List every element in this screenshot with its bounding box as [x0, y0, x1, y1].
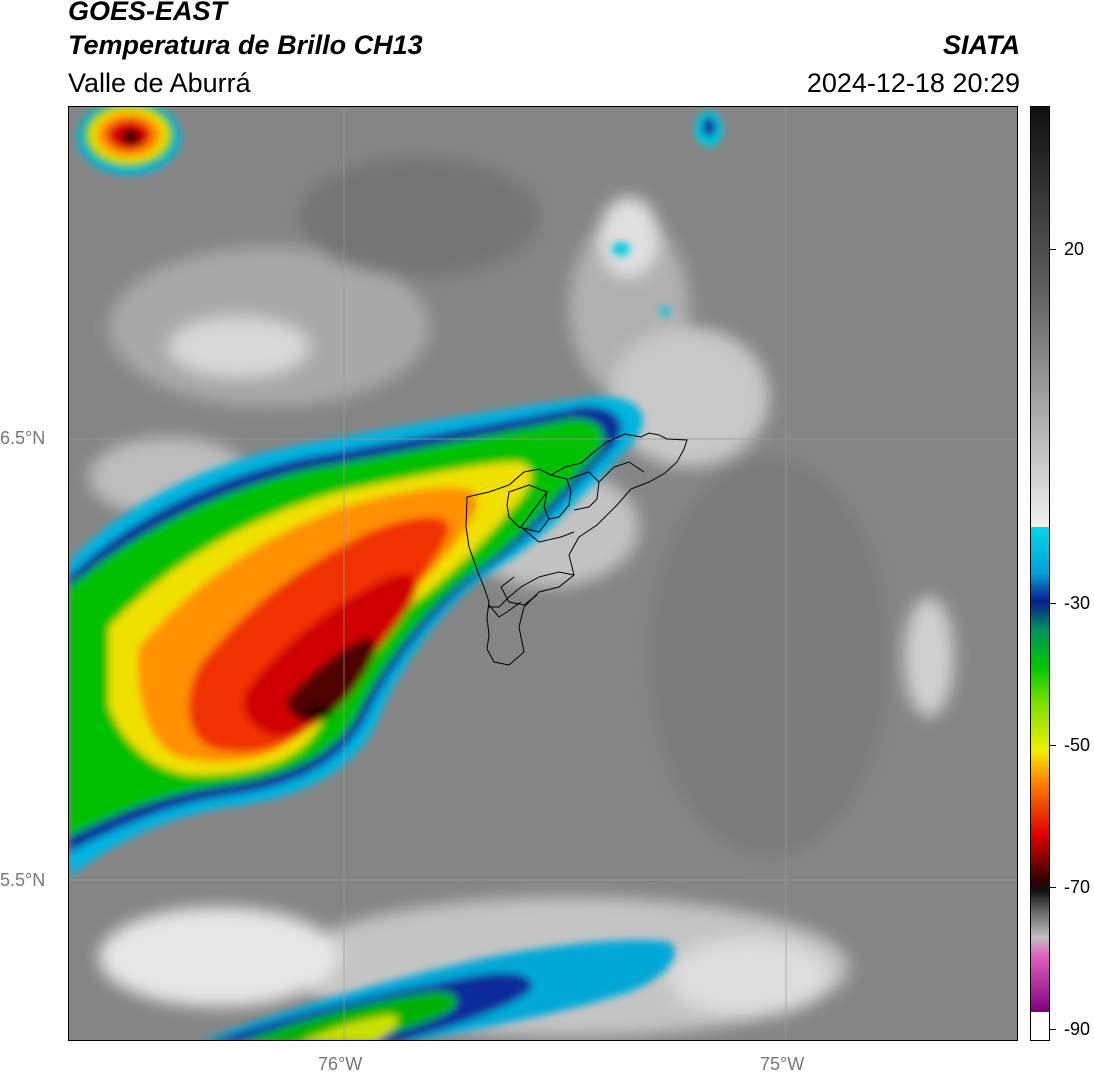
colorbar-tick — [1050, 1029, 1056, 1030]
graticule — [69, 107, 1017, 1040]
storm-top-left — [77, 107, 181, 175]
lat-label-6-5: 6.5°N — [0, 428, 46, 448]
lon-label-76w: 76°W — [318, 1054, 363, 1074]
storm-main — [69, 396, 644, 877]
lon-label-75w: 75°W — [760, 1054, 805, 1074]
map-canvas — [69, 107, 1017, 1040]
colorbar — [1030, 106, 1050, 1041]
product-title: Temperatura de Brillo CH13 — [68, 30, 423, 60]
colorbar-label-minus30: -30 — [1064, 593, 1091, 613]
lat-label-5-5: 5.5°N — [0, 870, 46, 890]
datetime-label: 2024-12-18 20:29 — [806, 68, 1020, 98]
colorbar-label-minus90: -90 — [1064, 1019, 1091, 1039]
colorbar-tick — [1050, 745, 1056, 746]
colorbar-tick — [1050, 887, 1056, 888]
cold-spots — [612, 111, 723, 316]
satellite-title: GOES-EAST — [68, 0, 228, 26]
region-label: Valle de Aburrá — [68, 68, 251, 98]
colorbar-tick — [1050, 603, 1056, 604]
colorbar-tick — [1050, 249, 1056, 250]
colorbar-label-minus70: -70 — [1064, 877, 1091, 897]
colorbar-label-20: 20 — [1064, 239, 1085, 259]
organization-label: SIATA — [943, 30, 1020, 60]
municipality-boundaries — [465, 432, 688, 666]
satellite-map — [68, 106, 1018, 1041]
storm-bottom — [204, 940, 675, 1040]
colorbar-label-minus50: -50 — [1064, 735, 1091, 755]
